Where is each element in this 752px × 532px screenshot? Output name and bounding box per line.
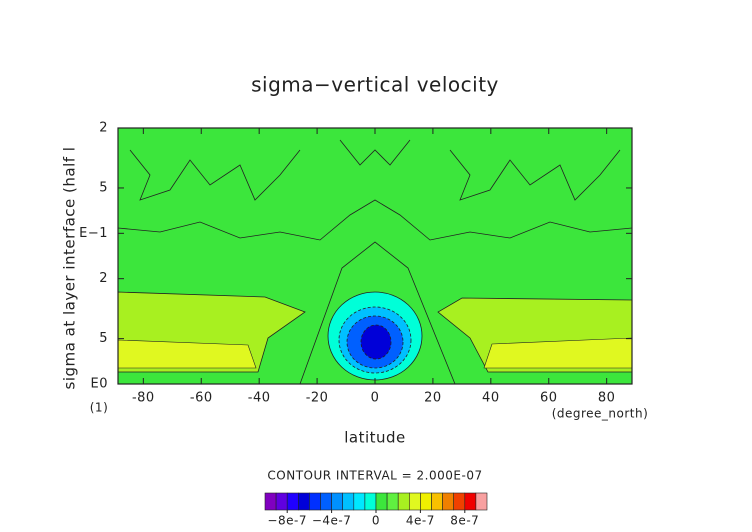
colorbar-box — [342, 492, 355, 511]
y-axis-label: sigma at layer interface (half l — [61, 147, 79, 390]
colorbar-box — [408, 492, 421, 511]
colorbar-box — [286, 492, 299, 511]
colorbar-box — [386, 492, 399, 511]
region — [118, 339, 257, 369]
contour-line — [449, 149, 621, 201]
colorbar-box — [375, 492, 388, 511]
chart-title: sigma−vertical velocity — [251, 73, 499, 97]
colorbar-box — [397, 492, 410, 511]
y-tick-label: E−1 — [79, 226, 108, 241]
colorbar-label: −8e-7 — [267, 514, 307, 528]
contour-field — [118, 128, 632, 384]
contour-line — [129, 149, 301, 201]
x-tick-label: 40 — [482, 391, 500, 406]
colorbar-label: −4e-7 — [312, 514, 352, 528]
colorbar-box — [442, 492, 455, 511]
x-tick-label: 0 — [371, 391, 380, 406]
x-tick-label: 60 — [540, 391, 558, 406]
colorbar-box — [320, 492, 332, 511]
colorbar-label: 4e-7 — [406, 514, 435, 528]
x-tick-label: 80 — [598, 391, 616, 406]
y-tick-label: 5 — [99, 331, 108, 346]
colorbar-box — [309, 492, 321, 511]
region — [360, 324, 392, 360]
colorbar-box — [364, 492, 377, 511]
colorbar-box — [353, 492, 366, 511]
colorbar-box — [453, 492, 466, 511]
colorbar-label: 8e-7 — [450, 514, 479, 528]
region — [483, 337, 632, 369]
x-tick-label: 20 — [424, 391, 442, 406]
x-axis-label: latitude — [344, 429, 406, 447]
y-tick-label: 5 — [99, 180, 108, 195]
y-tick-label: E0 — [91, 377, 109, 392]
colorbar-box — [464, 492, 477, 511]
y-tick-label: 2 — [99, 271, 108, 286]
x-tick-label: -60 — [190, 391, 213, 406]
colorbar-box — [431, 492, 443, 511]
y-tick-label: 2 — [99, 121, 108, 136]
colorbar-label: 0 — [372, 514, 380, 528]
colorbar-box — [297, 492, 310, 511]
contour-line — [339, 139, 411, 166]
colorbar-box — [420, 492, 432, 511]
x-tick-label: -20 — [306, 391, 329, 406]
colorbar-box — [331, 492, 344, 511]
region — [299, 241, 456, 384]
colorbar-box — [264, 492, 277, 511]
x-tick-label: -80 — [132, 391, 155, 406]
y-axis-unit: (1) — [90, 401, 109, 415]
colorbar-box — [275, 492, 288, 511]
x-axis-unit: (degree_north) — [552, 407, 649, 421]
colorbar-box — [475, 492, 488, 511]
contour-interval: CONTOUR INTERVAL = 2.000E-07 — [267, 469, 482, 483]
contour-line — [118, 199, 632, 241]
x-tick-label: -40 — [248, 391, 271, 406]
